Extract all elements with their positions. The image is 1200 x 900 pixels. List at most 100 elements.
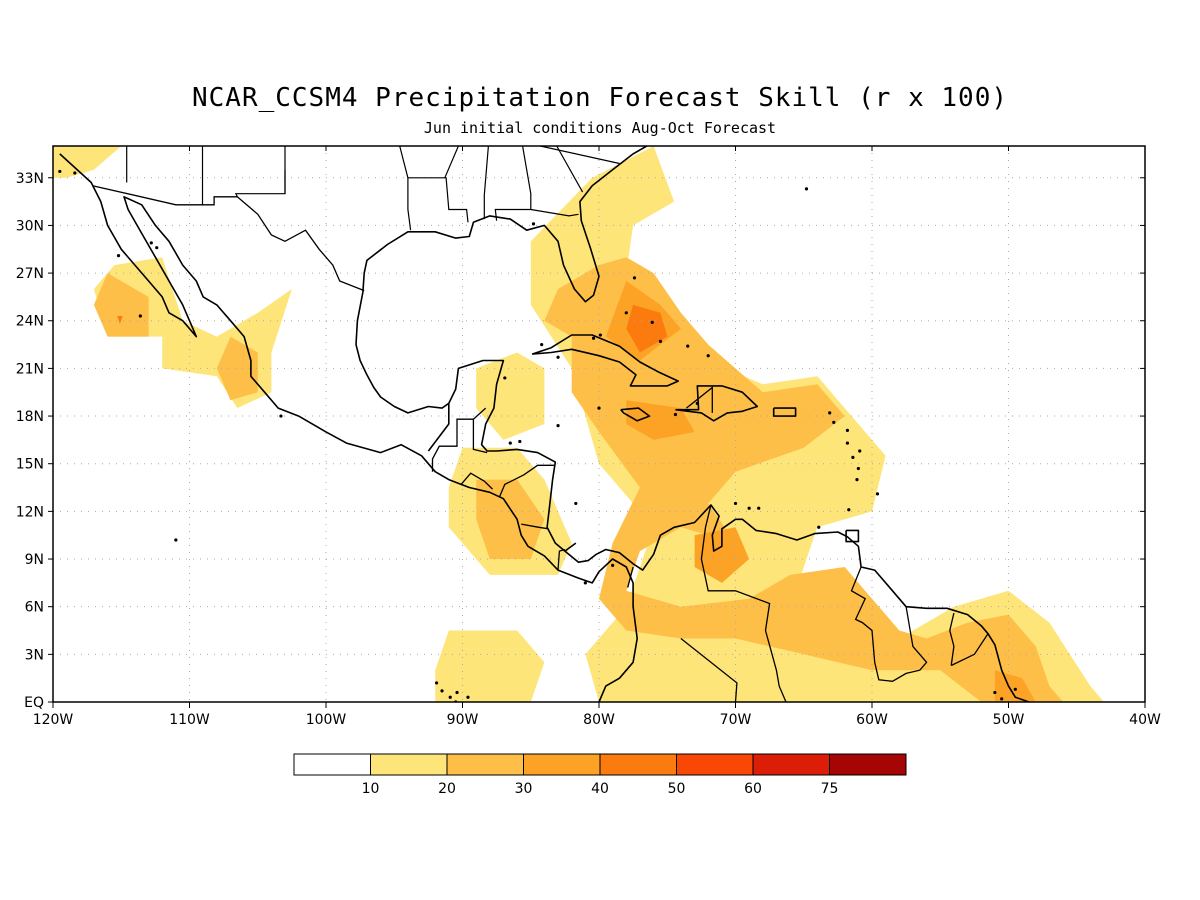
lon-tick-label: 100W: [306, 712, 347, 728]
skill-region: [626, 304, 668, 353]
lon-tick-label: 50W: [993, 712, 1025, 728]
island: [138, 314, 142, 318]
country-border: [850, 566, 928, 682]
island: [611, 563, 615, 567]
island: [832, 420, 836, 425]
island: [747, 506, 751, 510]
island: [1000, 697, 1004, 701]
island: [466, 695, 470, 699]
colorbar-label: 40: [591, 781, 609, 797]
country-border: [685, 386, 713, 413]
lat-tick-label: 3N: [25, 647, 44, 663]
colorbar-swatch: [370, 753, 448, 776]
country-border: [92, 185, 365, 292]
coastline: [355, 146, 648, 452]
country-border: [460, 472, 493, 490]
land-boundaries: [58, 146, 1030, 702]
island: [706, 354, 710, 358]
country-border: [950, 633, 989, 667]
skill-shading: [53, 146, 1104, 702]
skill-region: [435, 630, 545, 702]
country-border: [498, 464, 556, 498]
lat-tick-label: 27N: [16, 266, 44, 282]
colorbar-swatch: [446, 753, 524, 776]
figure-subtitle: Jun initial conditions Aug-Oct Forecast: [423, 119, 777, 137]
island: [658, 339, 663, 343]
island: [73, 171, 77, 175]
state-border: [407, 177, 469, 223]
island: [556, 423, 560, 428]
island: [856, 466, 860, 471]
country-border: [557, 548, 566, 571]
island: [828, 411, 832, 415]
lon-tick-label: 90W: [447, 712, 479, 728]
island: [58, 169, 62, 174]
colorbar-swatch: [676, 753, 754, 776]
colorbar-swatch: [523, 753, 601, 776]
island: [847, 508, 851, 512]
island: [1013, 687, 1017, 691]
skill-region: [117, 316, 123, 324]
island: [574, 501, 578, 506]
state-border: [540, 146, 620, 165]
coastline: [59, 153, 639, 702]
island: [817, 525, 821, 529]
lat-tick-label: 15N: [16, 457, 44, 473]
island: [174, 538, 178, 542]
lon-tick-label: 60W: [856, 712, 888, 728]
island: [804, 187, 809, 191]
colorbar-swatch: [829, 753, 907, 776]
island: [598, 333, 602, 337]
island: [455, 690, 459, 695]
lat-tick-label: 18N: [16, 409, 44, 425]
state-border: [234, 146, 286, 198]
coastline: [531, 334, 680, 387]
lon-tick-label: 80W: [583, 712, 615, 728]
island: [993, 690, 997, 695]
lat-tick-label: 33N: [16, 171, 44, 187]
state-border: [530, 208, 579, 217]
colorbar-swatch: [599, 753, 677, 776]
skill-region: [93, 273, 149, 337]
coastline: [448, 359, 597, 564]
coastline: [772, 407, 797, 417]
colorbar-label: 10: [362, 781, 380, 797]
skill-region: [476, 352, 545, 440]
skill-region: [53, 146, 122, 178]
country-border: [700, 504, 787, 702]
skill-region: [694, 527, 750, 583]
island: [440, 689, 444, 693]
island: [851, 455, 855, 459]
skill-region: [216, 336, 258, 401]
figure-title: NCAR_CCSM4 Precipitation Forecast Skill …: [191, 83, 1008, 113]
lon-tick-label: 40W: [1129, 712, 1161, 728]
island: [279, 414, 283, 418]
island: [149, 241, 153, 245]
country-border: [949, 612, 955, 666]
lat-tick-label: 30N: [16, 218, 44, 234]
island: [531, 222, 536, 226]
state-border: [444, 146, 459, 179]
state-border: [556, 146, 584, 193]
island: [733, 501, 738, 506]
island: [583, 581, 587, 585]
lat-tick-label: EQ: [24, 695, 44, 711]
lat-tick-label: 9N: [25, 552, 44, 568]
island: [757, 506, 761, 510]
island: [597, 406, 601, 410]
island: [650, 320, 654, 324]
island: [155, 246, 159, 250]
island: [591, 336, 596, 340]
colorbar-label: 20: [438, 781, 456, 797]
island: [875, 492, 880, 496]
island: [116, 254, 121, 258]
grid-lines: [53, 146, 1145, 702]
colorbar-label: 75: [821, 781, 839, 797]
coastline: [620, 407, 651, 422]
island: [686, 344, 690, 348]
coastline: [845, 529, 860, 543]
coastline: [675, 385, 759, 422]
island: [503, 376, 507, 380]
